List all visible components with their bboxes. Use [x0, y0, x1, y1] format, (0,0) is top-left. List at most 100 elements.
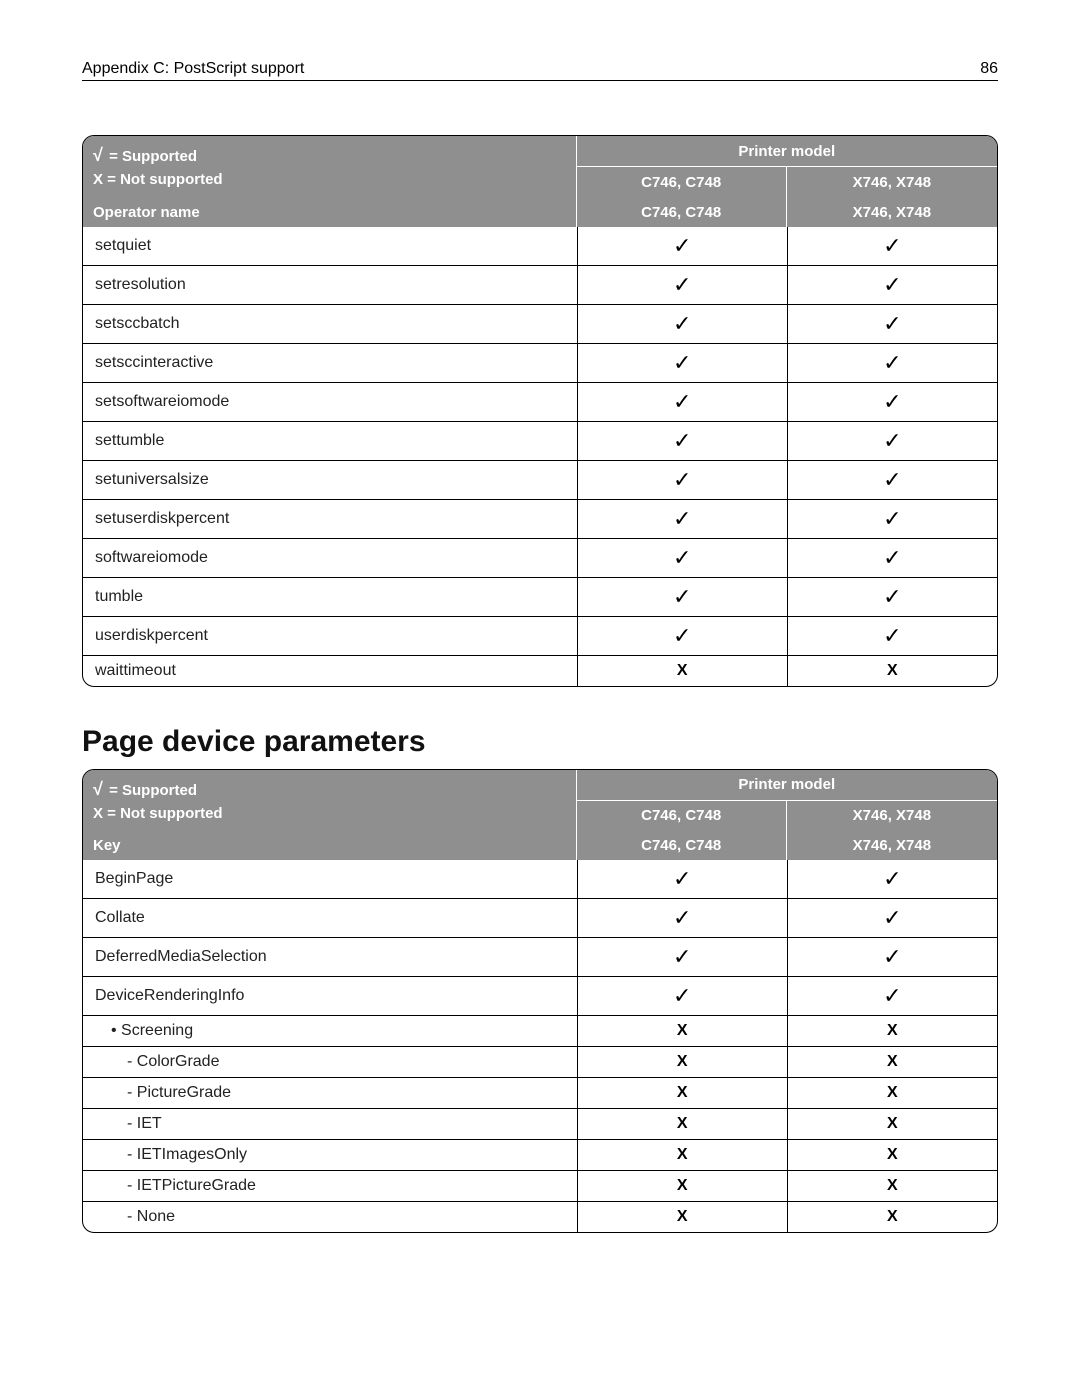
table-row: - IETImagesOnlyXX [83, 1139, 997, 1170]
row-name: DeviceRenderingInfo [83, 976, 577, 1015]
check-icon: ✓ [883, 584, 901, 609]
check-icon: ✓ [673, 944, 691, 969]
row-col1: X [577, 655, 787, 686]
x-icon: X [887, 1177, 898, 1194]
model-col-1: C746, C748 [577, 801, 787, 831]
table-row: BeginPage✓✓ [83, 860, 997, 898]
header-page-number: 86 [980, 60, 998, 78]
printer-model-header: Printer model [577, 136, 997, 167]
x-icon: X [677, 1115, 688, 1132]
legend-supported: = Supported [109, 148, 197, 165]
pagedevice-table-head: √ = Supported X = Not supported Printer … [83, 770, 997, 861]
check-icon: ✓ [883, 428, 901, 453]
model-col-2: X746, X748 [787, 801, 997, 831]
x-icon: X [887, 1115, 898, 1132]
pagedevice-table-body: BeginPage✓✓Collate✓✓DeferredMediaSelecti… [83, 860, 997, 1232]
row-col2: X [787, 1046, 997, 1077]
row-col2: X [787, 1108, 997, 1139]
model-col-1: C746, C748 [577, 167, 787, 197]
table-row: - None X X [83, 1201, 997, 1232]
check-icon: ✓ [673, 545, 691, 570]
x-icon: X [887, 1053, 898, 1070]
row-col1: ✓ [577, 577, 787, 616]
row-name: - IETPictureGrade [83, 1170, 577, 1201]
model-col-2-dup: X746, X748 [787, 831, 997, 860]
row-name: setresolution [83, 265, 577, 304]
row-name: setquiet [83, 227, 577, 265]
pagedevice-table: √ = Supported X = Not supported Printer … [82, 769, 998, 1234]
check-icon: ✓ [673, 623, 691, 648]
table-row: setresolution✓✓ [83, 265, 997, 304]
row-col2: ✓ [787, 898, 997, 937]
x-icon: X [887, 1208, 898, 1225]
operators-table-head: √ = Supported X = Not supported Printer … [83, 136, 997, 227]
table-row: softwareiomode✓✓ [83, 538, 997, 577]
table-row: setsccbatch✓✓ [83, 304, 997, 343]
row-col2: X [787, 1170, 997, 1201]
check-icon: ✓ [883, 944, 901, 969]
check-icon: ✓ [673, 506, 691, 531]
check-icon: √ [93, 779, 103, 799]
check-icon: ✓ [883, 983, 901, 1008]
printer-model-header: Printer model [577, 770, 997, 801]
row-col2: ✓ [787, 538, 997, 577]
name-column-header: Key [83, 831, 577, 860]
row-col1: X [577, 1139, 787, 1170]
row-col2: X [787, 1139, 997, 1170]
table-row: setuserdiskpercent✓✓ [83, 499, 997, 538]
check-icon: ✓ [883, 233, 901, 258]
check-icon: ✓ [883, 272, 901, 297]
table-row: DeviceRenderingInfo✓✓ [83, 976, 997, 1015]
table-row: settumble✓✓ [83, 421, 997, 460]
row-name: setsccinteractive [83, 343, 577, 382]
table-row: Collate ✓ ✓ [83, 898, 997, 937]
check-icon: ✓ [883, 545, 901, 570]
row-col1: ✓ [577, 937, 787, 976]
row-name: - None [83, 1201, 577, 1232]
row-name: BeginPage [83, 860, 577, 898]
row-col2: ✓ [787, 382, 997, 421]
x-icon: X [887, 1146, 898, 1163]
row-name: tumble [83, 577, 577, 616]
check-icon: ✓ [673, 233, 691, 258]
table-row: waittimeoutXX [83, 655, 997, 686]
row-name: DeferredMediaSelection [83, 937, 577, 976]
row-name: Collate [83, 898, 577, 937]
table-row: - ColorGradeXX [83, 1046, 997, 1077]
table-row: - IETXX [83, 1108, 997, 1139]
model-col-2-dup: X746, X748 [787, 198, 997, 227]
running-header: Appendix C: PostScript support 86 [82, 60, 998, 81]
row-name: waittimeout [83, 655, 577, 686]
x-icon: X [677, 1146, 688, 1163]
row-col1: ✓ [577, 538, 787, 577]
check-icon: ✓ [883, 467, 901, 492]
x-icon: X [677, 1208, 688, 1225]
legend-notsupported: X = Not supported [93, 171, 223, 188]
x-icon: X [677, 1022, 688, 1039]
row-col1: X [577, 1201, 787, 1232]
check-icon: ✓ [883, 311, 901, 336]
row-name: setuniversalsize [83, 460, 577, 499]
row-col2: X [787, 1077, 997, 1108]
row-col1: ✓ [577, 382, 787, 421]
table-row: setuniversalsize ✓ ✓ [83, 460, 997, 499]
header-title: Appendix C: PostScript support [82, 60, 304, 78]
table-row: • ScreeningXX [83, 1015, 997, 1046]
row-name: userdiskpercent [83, 616, 577, 655]
check-icon: ✓ [883, 905, 901, 930]
legend-cell: √ = Supported X = Not supported [83, 770, 577, 832]
check-icon: √ [93, 145, 103, 165]
row-col1: X [577, 1077, 787, 1108]
row-col2: ✓ [787, 499, 997, 538]
x-icon: X [887, 662, 898, 679]
row-col2: ✓ [787, 616, 997, 655]
table-row: tumble ✓ ✓ [83, 577, 997, 616]
check-icon: ✓ [673, 467, 691, 492]
check-icon: ✓ [673, 584, 691, 609]
row-col2: X [787, 1015, 997, 1046]
row-col1: X [577, 1108, 787, 1139]
row-col2: ✓ [787, 304, 997, 343]
table-row: setquiet ✓ ✓ [83, 227, 997, 265]
row-col2: ✓ [787, 577, 997, 616]
check-icon: ✓ [673, 905, 691, 930]
